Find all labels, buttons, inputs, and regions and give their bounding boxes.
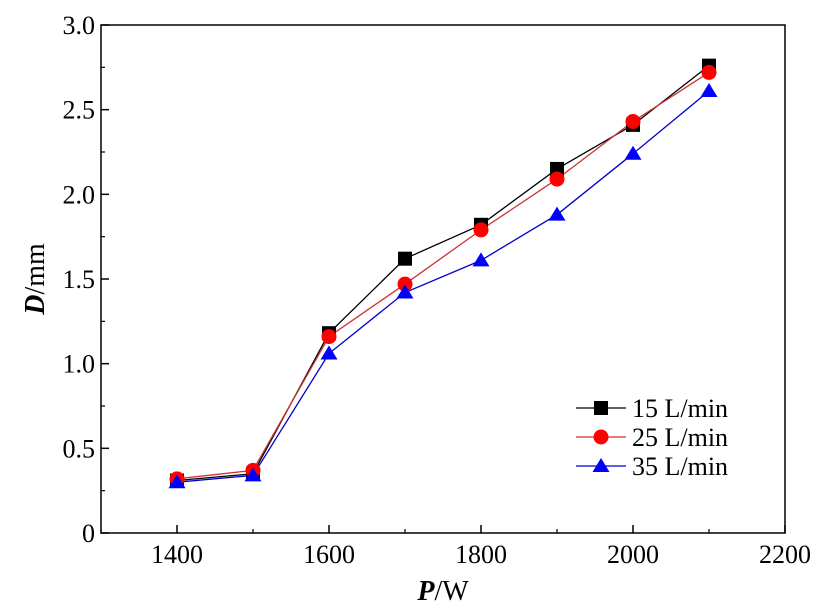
x-axis-label: P/W — [416, 576, 469, 607]
data-point-series-3 — [548, 206, 566, 221]
x-tick-label: 1800 — [455, 540, 507, 569]
series-markers — [168, 58, 718, 489]
x-tick-label: 1400 — [151, 540, 203, 569]
x-tick-label: 2200 — [759, 540, 811, 569]
x-axis-variable: P — [416, 576, 435, 607]
data-point-series-2 — [397, 276, 413, 292]
y-axis-variable: D — [20, 295, 51, 316]
y-tick-label: 3.0 — [63, 11, 96, 40]
data-point-series-3 — [472, 252, 490, 267]
data-point-series-2 — [701, 64, 717, 80]
y-axis-label: D/mm — [20, 243, 51, 316]
legend-label: 25 L/min — [632, 423, 728, 452]
y-tick-label: 2.0 — [63, 180, 96, 209]
y-tick-label: 1.5 — [63, 265, 96, 294]
legend-label: 35 L/min — [632, 452, 728, 481]
legend-label: 15 L/min — [632, 394, 728, 423]
data-point-series-3 — [168, 474, 186, 489]
series-line-3 — [176, 90, 710, 483]
x-tick-label: 2000 — [607, 540, 659, 569]
data-point-series-3 — [700, 83, 718, 98]
y-tick-label: 2.5 — [63, 96, 96, 125]
y-tick-label: 0 — [82, 519, 95, 548]
data-point-series-3 — [396, 284, 414, 299]
series-lines — [176, 65, 710, 483]
x-tick-label: 1600 — [303, 540, 355, 569]
data-point-series-1 — [398, 251, 412, 266]
data-point-series-3 — [320, 345, 338, 360]
legend-marker — [593, 429, 609, 445]
data-point-series-3 — [624, 145, 642, 160]
series-line-1 — [176, 65, 710, 482]
series-line-2 — [176, 71, 710, 480]
legend-marker — [594, 401, 608, 415]
data-point-series-2 — [625, 114, 641, 130]
y-tick-label: 0.5 — [63, 434, 96, 463]
data-point-series-2 — [473, 222, 489, 238]
data-point-series-2 — [321, 329, 337, 345]
data-point-series-2 — [549, 171, 565, 187]
axis-ticks — [100, 24, 786, 534]
y-tick-label: 1.0 — [63, 350, 96, 379]
data-point-series-3 — [244, 467, 262, 482]
legend-marker — [592, 458, 610, 472]
tick-labels: 1400 1600 1800 2000 2200 0 0.5 1.0 1.5 2.0 2.5 3.0 — [63, 11, 812, 569]
x-axis-unit: /W — [434, 576, 469, 607]
y-axis-unit: /mm — [20, 243, 51, 295]
data-point-series-1 — [550, 161, 564, 176]
